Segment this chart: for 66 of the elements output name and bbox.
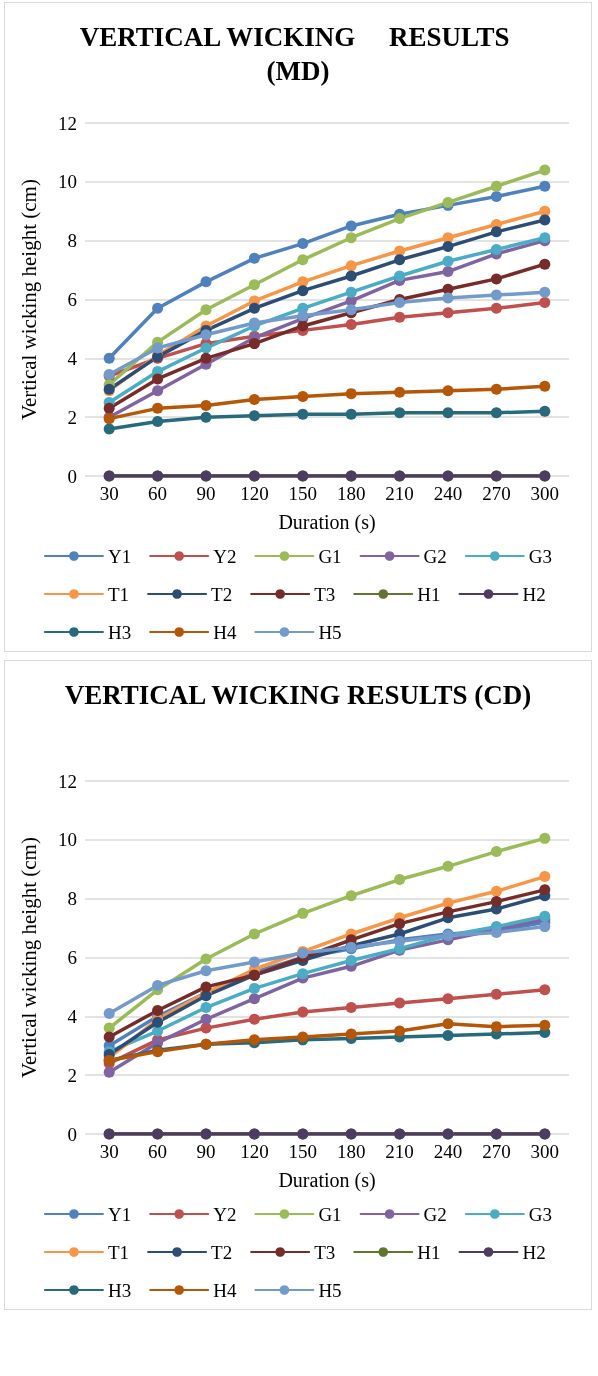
- legend-label: G1: [318, 545, 342, 567]
- legend-label: G2: [423, 545, 447, 567]
- x-tick-label: 210: [385, 483, 414, 504]
- legend-label: Y1: [107, 545, 132, 567]
- y-tick-label: 0: [67, 465, 77, 487]
- legend-label: H5: [318, 621, 342, 643]
- legend-label: H2: [522, 1241, 546, 1263]
- x-tick-label: 300: [530, 483, 560, 504]
- x-axis-title: Duration (s): [278, 511, 376, 534]
- y-tick-label: 6: [67, 947, 77, 968]
- legend-label: T1: [107, 583, 130, 605]
- y-tick-label: 10: [58, 829, 77, 851]
- x-tick-label: 240: [433, 1141, 463, 1162]
- legend-label: G2: [423, 1203, 447, 1225]
- x-tick-label: 270: [482, 483, 511, 504]
- legend-label: Y1: [107, 1203, 132, 1225]
- legend-label: H3: [107, 621, 132, 643]
- x-tick-label: 120: [240, 1141, 269, 1162]
- x-tick-label: 180: [336, 483, 366, 504]
- x-tick-label: 60: [148, 1141, 168, 1162]
- legend-label: T1: [107, 1241, 130, 1263]
- legend-label: H1: [417, 583, 441, 605]
- y-tick-label: 4: [67, 1005, 78, 1027]
- chart-title: VERTICAL WICKING RESULTS (MD): [79, 22, 517, 86]
- legend-label: H1: [417, 1241, 441, 1263]
- legend-label: T3: [314, 583, 336, 605]
- x-tick-label: 150: [288, 483, 318, 504]
- x-tick-label: 90: [196, 483, 216, 504]
- legend-label: H5: [318, 1279, 342, 1301]
- legend-label: T2: [211, 1241, 233, 1263]
- legend-label: T2: [211, 583, 233, 605]
- x-tick-label: 210: [385, 1141, 414, 1162]
- y-axis-title: Vertical wicking height (cm): [16, 837, 41, 1078]
- x-tick-label: 150: [288, 1141, 318, 1162]
- x-tick-label: 120: [240, 483, 269, 504]
- x-tick-label: 240: [433, 483, 463, 504]
- legend-label: H4: [213, 621, 237, 643]
- y-tick-label: 8: [67, 888, 77, 910]
- x-tick-label: 270: [482, 1141, 511, 1162]
- legend-label: T3: [314, 1241, 336, 1263]
- y-tick-label: 4: [67, 347, 78, 369]
- legend-label: H2: [522, 583, 546, 605]
- x-axis-title: Duration (s): [278, 1169, 376, 1192]
- chart-title: VERTICAL WICKING RESULTS (CD): [64, 680, 532, 710]
- x-tick-label: 300: [530, 1141, 560, 1162]
- y-axis-title: Vertical wicking height (cm): [16, 179, 41, 420]
- y-tick-label: 12: [58, 112, 77, 134]
- y-tick-label: 8: [67, 230, 77, 252]
- legend-label: Y2: [213, 1203, 237, 1225]
- y-tick-label: 10: [58, 171, 77, 193]
- x-tick-label: 60: [148, 483, 168, 504]
- y-tick-label: 0: [67, 1123, 77, 1145]
- y-tick-label: 12: [58, 770, 77, 792]
- x-tick-label: 90: [196, 1141, 216, 1162]
- x-tick-label: 30: [99, 483, 119, 504]
- x-tick-label: 180: [336, 1141, 366, 1162]
- y-tick-label: 2: [67, 1064, 77, 1086]
- legend-label: H3: [107, 1279, 132, 1301]
- legend-label: H4: [213, 1279, 237, 1301]
- legend-label: Y2: [213, 545, 237, 567]
- y-tick-label: 6: [67, 289, 77, 310]
- x-tick-label: 30: [99, 1141, 119, 1162]
- legend-label: G1: [318, 1203, 342, 1225]
- y-tick-label: 2: [67, 406, 77, 428]
- legend-label: G3: [528, 1203, 553, 1225]
- legend-label: G3: [528, 545, 553, 567]
